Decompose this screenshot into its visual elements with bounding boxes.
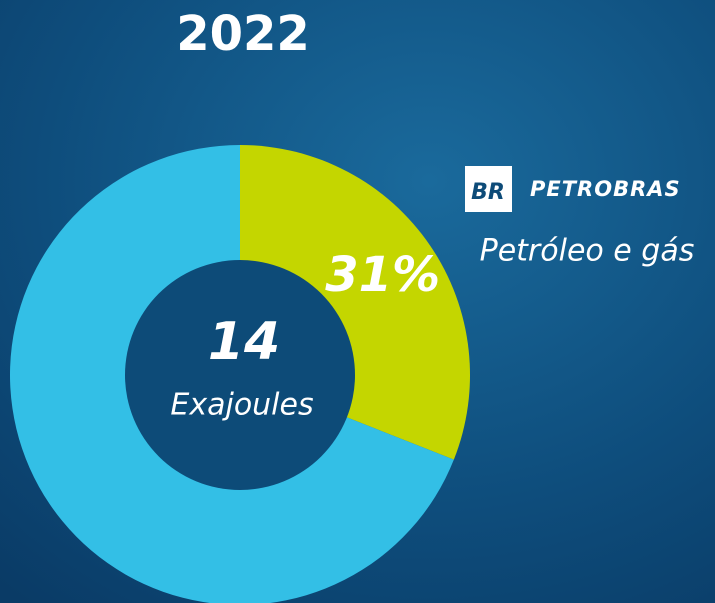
logo-box [465,166,512,212]
chart-title: 2022 [176,6,310,62]
center-value: 14 [208,312,280,372]
center-label: Exajoules [170,388,313,423]
legend-label: Petróleo e gás [480,234,695,269]
logo: BR [471,180,505,205]
donut-hole [125,260,355,490]
data-label: 31% [325,247,440,303]
brand: PETROBRAS [530,177,681,201]
